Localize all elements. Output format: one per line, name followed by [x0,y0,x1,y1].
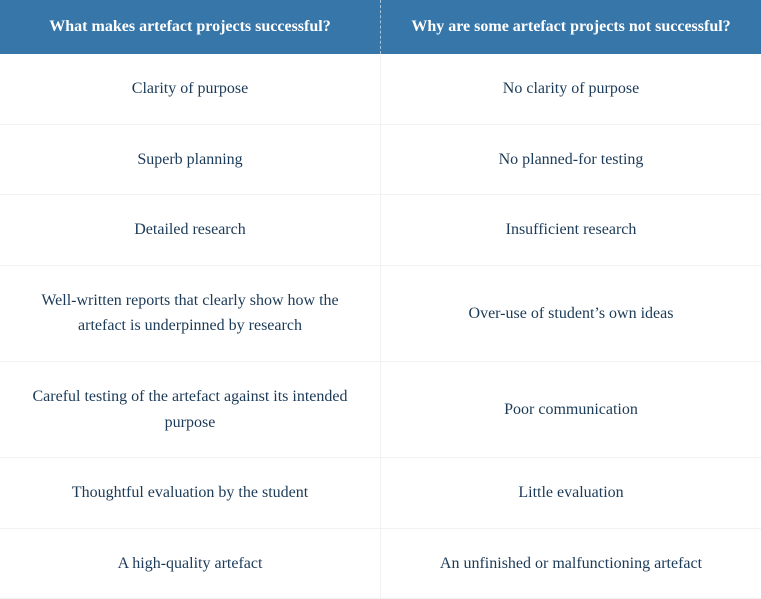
cell-not-success: Insufficient research [381,195,761,266]
cell-not-success: No planned-for testing [381,124,761,195]
table-row: Thoughtful evaluation by the student Lit… [0,458,761,529]
table-row: Well-written reports that clearly show h… [0,265,761,361]
cell-not-success: Little evaluation [381,458,761,529]
column-header-success: What makes artefact projects successful? [0,0,381,54]
cell-success: Detailed research [0,195,381,266]
table-row: A high-quality artefact An unfinished or… [0,528,761,599]
cell-success: Clarity of purpose [0,54,381,124]
comparison-table: What makes artefact projects successful?… [0,0,761,599]
column-header-not-success: Why are some artefact projects not succe… [381,0,761,54]
cell-success: Careful testing of the artefact against … [0,361,381,457]
cell-not-success: Over-use of student’s own ideas [381,265,761,361]
table-body: Clarity of purpose No clarity of purpose… [0,54,761,599]
cell-success: Superb planning [0,124,381,195]
table-row: Clarity of purpose No clarity of purpose [0,54,761,124]
cell-not-success: An unfinished or malfunctioning artefact [381,528,761,599]
table-row: Careful testing of the artefact against … [0,361,761,457]
cell-not-success: Poor communication [381,361,761,457]
cell-success: Thoughtful evaluation by the student [0,458,381,529]
cell-not-success: No clarity of purpose [381,54,761,124]
cell-success: Well-written reports that clearly show h… [0,265,381,361]
table-row: Detailed research Insufficient research [0,195,761,266]
cell-success: A high-quality artefact [0,528,381,599]
table-header-row: What makes artefact projects successful?… [0,0,761,54]
table-row: Superb planning No planned-for testing [0,124,761,195]
